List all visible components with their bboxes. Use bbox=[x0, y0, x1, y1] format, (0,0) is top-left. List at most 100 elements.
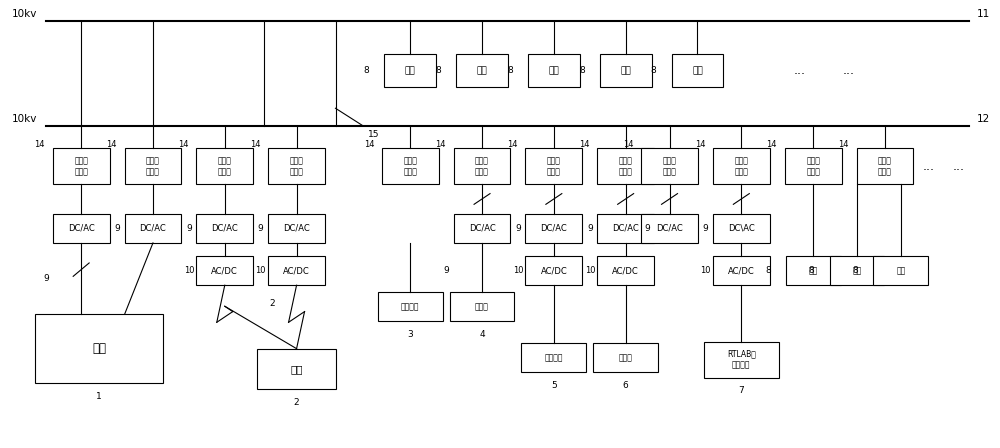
Text: 蓄电池: 蓄电池 bbox=[475, 302, 489, 311]
FancyBboxPatch shape bbox=[528, 54, 580, 87]
FancyBboxPatch shape bbox=[786, 256, 841, 285]
Text: 可变线
路阻抗: 可变线 路阻抗 bbox=[290, 156, 304, 176]
FancyBboxPatch shape bbox=[857, 148, 913, 184]
Text: 负载: 负载 bbox=[548, 66, 559, 75]
Text: 10: 10 bbox=[255, 266, 266, 275]
Text: 光伏: 光伏 bbox=[92, 342, 106, 355]
Text: 15: 15 bbox=[368, 129, 380, 138]
FancyBboxPatch shape bbox=[600, 54, 652, 87]
FancyBboxPatch shape bbox=[454, 148, 510, 184]
Text: AC/DC: AC/DC bbox=[540, 266, 567, 275]
Text: 9: 9 bbox=[186, 224, 192, 233]
FancyBboxPatch shape bbox=[382, 148, 439, 184]
Text: 10: 10 bbox=[184, 266, 194, 275]
FancyBboxPatch shape bbox=[525, 148, 582, 184]
FancyBboxPatch shape bbox=[641, 214, 698, 243]
Text: 9: 9 bbox=[645, 224, 650, 233]
Text: DC/AC: DC/AC bbox=[140, 224, 166, 233]
Text: 负载: 负载 bbox=[620, 66, 631, 75]
Text: DC/AC: DC/AC bbox=[68, 224, 95, 233]
FancyBboxPatch shape bbox=[196, 256, 253, 285]
Text: 9: 9 bbox=[43, 274, 49, 283]
Text: DC/AC: DC/AC bbox=[469, 224, 495, 233]
Text: 超级电容: 超级电容 bbox=[401, 302, 420, 311]
Text: 14: 14 bbox=[838, 140, 849, 149]
Text: 负载: 负载 bbox=[692, 66, 703, 75]
Text: 14: 14 bbox=[364, 140, 374, 149]
Text: 14: 14 bbox=[250, 140, 260, 149]
Text: 5: 5 bbox=[551, 381, 557, 390]
Text: DC/AC: DC/AC bbox=[656, 224, 683, 233]
Text: 8: 8 bbox=[363, 66, 369, 75]
FancyBboxPatch shape bbox=[268, 256, 325, 285]
Text: 9: 9 bbox=[258, 224, 264, 233]
Text: 8: 8 bbox=[507, 66, 513, 75]
Text: 9: 9 bbox=[588, 224, 594, 233]
Text: 4: 4 bbox=[479, 330, 485, 339]
Text: 14: 14 bbox=[579, 140, 590, 149]
FancyBboxPatch shape bbox=[525, 214, 582, 243]
Text: 负载: 负载 bbox=[809, 266, 818, 275]
Text: 可变线
路阻抗: 可变线 路阻抗 bbox=[806, 156, 820, 176]
Text: 8: 8 bbox=[809, 266, 815, 275]
Text: 风机: 风机 bbox=[290, 364, 303, 374]
Text: ...: ... bbox=[793, 64, 805, 77]
FancyBboxPatch shape bbox=[873, 256, 928, 285]
FancyBboxPatch shape bbox=[525, 256, 582, 285]
FancyBboxPatch shape bbox=[35, 314, 163, 383]
FancyBboxPatch shape bbox=[521, 343, 586, 372]
Text: 14: 14 bbox=[106, 140, 117, 149]
Text: 8: 8 bbox=[853, 266, 858, 275]
Text: 14: 14 bbox=[695, 140, 705, 149]
Text: 可变线
路阻抗: 可变线 路阻抗 bbox=[663, 156, 676, 176]
Text: 可变线
路阻抗: 可变线 路阻抗 bbox=[146, 156, 160, 176]
Text: 柴油机: 柴油机 bbox=[619, 353, 633, 362]
Text: DC/AC: DC/AC bbox=[540, 224, 567, 233]
Text: 12: 12 bbox=[977, 114, 990, 124]
Text: 7: 7 bbox=[738, 387, 744, 396]
Text: AC/DC: AC/DC bbox=[211, 266, 238, 275]
FancyBboxPatch shape bbox=[53, 148, 110, 184]
Text: 可变线
路阻抗: 可变线 路阻抗 bbox=[878, 156, 892, 176]
Text: ...: ... bbox=[843, 64, 855, 77]
Text: 可变线
路阻抗: 可变线 路阻抗 bbox=[475, 156, 489, 176]
Text: 14: 14 bbox=[435, 140, 446, 149]
FancyBboxPatch shape bbox=[597, 214, 654, 243]
Text: 负载: 负载 bbox=[405, 66, 416, 75]
Text: 负载: 负载 bbox=[852, 266, 862, 275]
Text: AC/DC: AC/DC bbox=[612, 266, 639, 275]
FancyBboxPatch shape bbox=[597, 148, 654, 184]
Text: 10: 10 bbox=[700, 266, 711, 275]
FancyBboxPatch shape bbox=[384, 54, 436, 87]
FancyBboxPatch shape bbox=[53, 214, 110, 243]
Text: 负载: 负载 bbox=[477, 66, 487, 75]
Text: RTLAB半
实物设备: RTLAB半 实物设备 bbox=[727, 350, 756, 370]
FancyBboxPatch shape bbox=[597, 256, 654, 285]
Text: 2: 2 bbox=[270, 299, 275, 308]
FancyBboxPatch shape bbox=[713, 148, 770, 184]
Text: 14: 14 bbox=[766, 140, 777, 149]
FancyBboxPatch shape bbox=[641, 148, 698, 184]
Text: 10kv: 10kv bbox=[11, 9, 37, 19]
Text: 8: 8 bbox=[579, 66, 585, 75]
Text: ...: ... bbox=[953, 159, 965, 172]
Text: 9: 9 bbox=[703, 224, 708, 233]
FancyBboxPatch shape bbox=[672, 54, 723, 87]
Text: 8: 8 bbox=[435, 66, 441, 75]
Text: ...: ... bbox=[923, 159, 935, 172]
Text: 14: 14 bbox=[623, 140, 633, 149]
Text: 9: 9 bbox=[515, 224, 521, 233]
Text: 11: 11 bbox=[977, 9, 990, 19]
Text: 可变线
路阻抗: 可变线 路阻抗 bbox=[619, 156, 633, 176]
Text: 10kv: 10kv bbox=[11, 114, 37, 124]
FancyBboxPatch shape bbox=[713, 214, 770, 243]
FancyBboxPatch shape bbox=[268, 214, 325, 243]
FancyBboxPatch shape bbox=[378, 292, 443, 321]
Text: AC/DC: AC/DC bbox=[283, 266, 310, 275]
Text: 9: 9 bbox=[443, 266, 449, 275]
Text: 可变线
路阻抗: 可变线 路阻抗 bbox=[734, 156, 748, 176]
FancyBboxPatch shape bbox=[125, 148, 181, 184]
FancyBboxPatch shape bbox=[593, 343, 658, 372]
Text: 14: 14 bbox=[35, 140, 45, 149]
Text: 3: 3 bbox=[407, 330, 413, 339]
